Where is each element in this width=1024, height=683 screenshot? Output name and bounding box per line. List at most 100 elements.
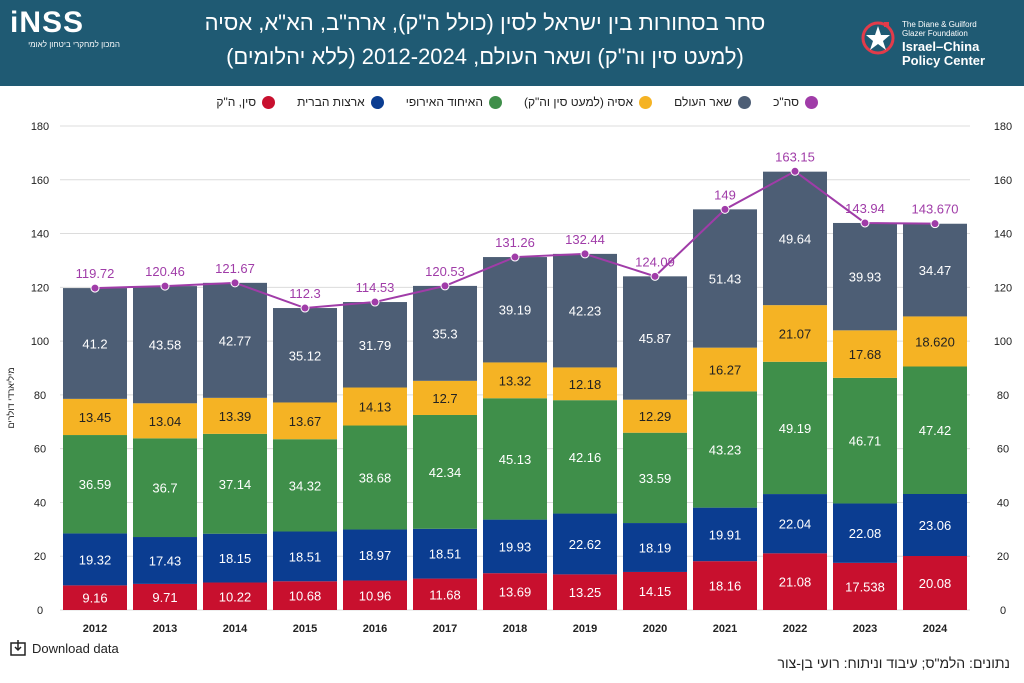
download-data-button[interactable]: Download data <box>10 640 119 656</box>
data-label-usa-2018: 19.93 <box>499 539 532 554</box>
bar-asia-2020 <box>623 399 687 433</box>
bar-asia-2012 <box>63 398 127 436</box>
foundation-name: The Diane & Guilford Glazer Foundation <box>902 20 977 38</box>
x-tick-2022: 2022 <box>783 623 807 635</box>
data-label-usa-2022: 22.04 <box>779 517 812 532</box>
data-label-usa-2024: 23.06 <box>919 518 952 533</box>
y-tick-left-100: 100 <box>31 336 49 348</box>
legend-swatch-eu <box>488 95 502 109</box>
legend-swatch-usa <box>370 95 384 109</box>
data-label-rest-2021: 51.43 <box>709 272 742 287</box>
legend-item-asia[interactable]: אסיה (למעט סין וה"ק) <box>523 95 653 109</box>
legend-swatch-total <box>805 95 818 109</box>
legend-item-rest[interactable]: שאר העולם <box>674 95 752 109</box>
total-label-2012: 119.72 <box>76 266 115 281</box>
legend-items: סה"כ שאר העולם אסיה (למעט סין וה"ק) האיחוד … <box>216 95 818 109</box>
bar-usa-2014 <box>203 533 267 583</box>
data-label-rest-2018: 39.19 <box>499 303 532 318</box>
y-tick-left-60: 60 <box>34 444 46 456</box>
bar-asia-2023 <box>833 330 897 378</box>
legend-item-total[interactable]: סה"כ <box>773 95 818 109</box>
data-label-eu-2021: 43.23 <box>709 443 742 458</box>
data-label-usa-2013: 17.43 <box>149 553 182 568</box>
bar-eu-2023 <box>833 377 897 504</box>
bar-asia-2022 <box>763 305 827 362</box>
y-tick-left-40: 40 <box>34 497 46 509</box>
legend-label-asia: אסיה (למעט סין וה"ק) <box>523 95 634 109</box>
chart-title: סחר בסחורות בין ישראל לסין (כולל ה"ק), א… <box>140 6 830 74</box>
data-label-china-2023: 17.538 <box>845 579 885 594</box>
data-label-rest-2013: 43.58 <box>149 338 182 353</box>
data-label-china-2022: 21.08 <box>779 575 812 590</box>
total-label-2017: 120.53 <box>425 264 465 279</box>
bar-rest-2016 <box>343 302 407 388</box>
data-label-usa-2021: 19.91 <box>709 527 742 542</box>
bar-asia-2016 <box>343 387 407 426</box>
data-label-china-2019: 13.25 <box>569 585 602 600</box>
total-label-2013: 120.46 <box>145 264 185 279</box>
bar-china-2012 <box>63 585 127 610</box>
y-tick-left-120: 120 <box>31 282 49 294</box>
bar-rest-2017 <box>413 285 477 381</box>
bar-china-2017 <box>413 578 477 610</box>
bar-eu-2015 <box>273 439 337 532</box>
data-label-asia-2015: 13.67 <box>289 414 322 429</box>
x-tick-2017: 2017 <box>433 623 457 635</box>
legend-label-total: סה"כ <box>773 95 799 109</box>
total-label-2014: 121.67 <box>215 261 255 276</box>
y-tick-right-100: 100 <box>994 336 1012 348</box>
data-label-eu-2018: 45.13 <box>499 452 532 467</box>
data-label-eu-2023: 46.71 <box>849 434 882 449</box>
y-tick-right-120: 120 <box>994 282 1012 294</box>
data-label-usa-2016: 18.97 <box>359 548 392 563</box>
chart-title-line1: סחר בסחורות בין ישראל לסין (כולל ה"ק), א… <box>204 10 766 35</box>
total-point-2020 <box>650 271 660 281</box>
bar-eu-2024 <box>903 366 967 495</box>
legend-swatch-asia <box>639 95 653 109</box>
y-tick-right-140: 140 <box>994 229 1012 241</box>
download-data-label: Download data <box>32 640 119 656</box>
bar-asia-2021 <box>693 347 757 392</box>
bar-eu-2022 <box>763 361 827 495</box>
bar-usa-2017 <box>413 528 477 579</box>
bar-rest-2021 <box>693 209 757 348</box>
data-label-usa-2017: 18.51 <box>429 547 462 562</box>
bar-china-2021 <box>693 561 757 610</box>
data-label-china-2015: 10.68 <box>289 589 322 604</box>
data-label-asia-2017: 12.7 <box>432 391 457 406</box>
data-label-rest-2023: 39.93 <box>849 270 882 285</box>
bar-usa-2012 <box>63 533 127 586</box>
data-label-asia-2014: 13.39 <box>219 409 252 424</box>
x-tick-2013: 2013 <box>153 623 177 635</box>
data-label-asia-2022: 21.07 <box>779 326 812 341</box>
bar-usa-2023 <box>833 503 897 563</box>
total-label-2022: 163.15 <box>775 149 815 164</box>
inss-logo-subtitle: המכון למחקרי ביטחון לאומי <box>28 40 120 49</box>
bar-rest-2014 <box>203 282 267 398</box>
data-label-china-2014: 10.22 <box>219 589 252 604</box>
bar-china-2015 <box>273 581 337 610</box>
data-label-china-2017: 11.68 <box>429 587 461 602</box>
legend-swatch-rest <box>738 95 752 109</box>
x-tick-2015: 2015 <box>293 623 317 635</box>
data-label-asia-2020: 12.29 <box>639 409 672 424</box>
total-label-2016: 114.53 <box>356 280 395 295</box>
x-tick-2012: 2012 <box>83 623 107 635</box>
bar-rest-2022 <box>763 171 827 306</box>
total-point-2024 <box>930 219 940 229</box>
bar-asia-2015 <box>273 402 337 440</box>
data-label-rest-2016: 31.79 <box>359 338 392 353</box>
bar-eu-2018 <box>483 398 547 520</box>
data-label-rest-2022: 49.64 <box>779 231 812 246</box>
data-label-asia-2018: 13.32 <box>499 373 532 388</box>
legend-item-china[interactable]: סין, ה"ק <box>216 95 276 109</box>
data-label-eu-2019: 42.16 <box>569 450 602 465</box>
y-tick-left-180: 180 <box>31 121 49 133</box>
legend-item-eu[interactable]: האיחוד האירופי <box>406 95 502 109</box>
data-label-asia-2013: 13.04 <box>149 414 182 429</box>
data-label-usa-2014: 18.15 <box>219 551 252 566</box>
y-tick-right-20: 20 <box>997 551 1009 563</box>
legend-item-usa[interactable]: ארצות הברית <box>297 95 384 109</box>
data-label-eu-2016: 38.68 <box>359 471 392 486</box>
bar-usa-2024 <box>903 494 967 557</box>
